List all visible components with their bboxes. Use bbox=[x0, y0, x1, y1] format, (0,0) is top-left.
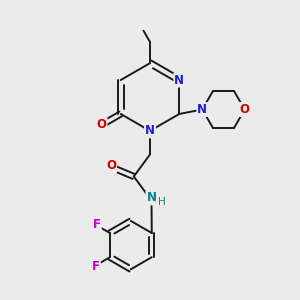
Text: N: N bbox=[197, 103, 207, 116]
Text: F: F bbox=[93, 218, 101, 231]
Text: N: N bbox=[146, 191, 157, 205]
Text: F: F bbox=[92, 260, 100, 273]
Text: O: O bbox=[106, 159, 116, 172]
Text: O: O bbox=[240, 103, 250, 116]
Text: N: N bbox=[145, 124, 155, 137]
Text: H: H bbox=[158, 197, 166, 207]
Text: N: N bbox=[174, 74, 184, 87]
Text: O: O bbox=[97, 118, 106, 131]
